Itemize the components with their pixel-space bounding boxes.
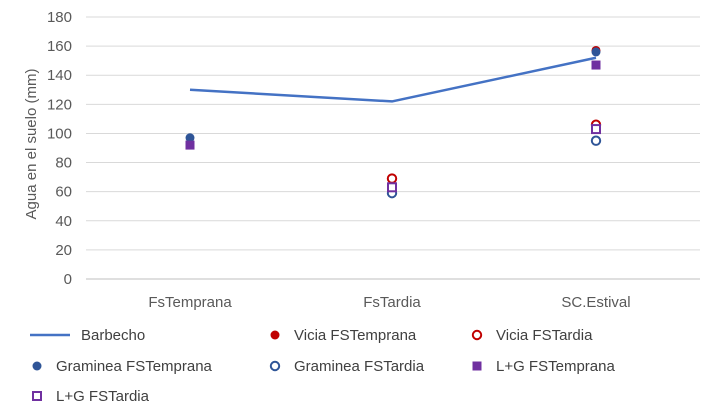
x-tick-label: FsTardia [363,294,421,311]
y-tick-label: 140 [47,67,72,84]
y-tick-label: 60 [55,184,72,201]
y-tick-label: 100 [47,125,72,142]
legend-marker-swatch [471,329,483,341]
data-point [590,135,602,146]
legend-item-vicia-fstemprana: Vicia FSTemprana [270,327,417,344]
y-axis-label: Agua en el suelo (mm) [23,69,40,220]
legend-item-l-g-fstardia: L+G FSTardia [32,388,150,405]
data-point [185,133,195,143]
y-tick-label: 120 [47,96,72,113]
series-l-g-fstemprana [185,60,601,150]
series-graminea-fstardia [386,135,602,199]
y-tick-label: 0 [64,271,72,288]
data-point [185,140,195,150]
x-axis-ticks: FsTemprana FsTardia SC.Estival [148,294,630,311]
legend-marker-swatch [32,361,42,371]
legend-item-vicia-fstardia: Vicia FSTardia [471,327,593,344]
series-graminea-fstemprana [185,47,601,143]
legend-label: L+G FSTardia [56,388,150,405]
series-vicia-fstardia [386,119,602,184]
y-tick-label: 20 [55,242,72,259]
y-tick-label: 180 [47,9,72,26]
series-l-g-fstardia [387,124,601,193]
legend-label: Vicia FSTardia [496,327,593,344]
x-tick-label: SC.Estival [561,294,630,311]
y-axis-ticks: 0 20 40 60 80 100 120 140 160 180 [47,9,72,288]
legend-label: Graminea FSTemprana [56,358,213,375]
legend-item-barbecho: Barbecho [30,327,145,344]
data-point [591,47,601,57]
series-layer [185,45,602,199]
legend-item-l-g-fstemprana: L+G FSTemprana [472,358,615,375]
legend-label: Graminea FSTardia [294,358,425,375]
y-tick-label: 40 [55,213,72,230]
legend-marker-swatch [32,391,42,401]
legend-marker-swatch [270,330,280,340]
data-point [591,60,601,70]
legend-label: Vicia FSTemprana [294,327,417,344]
series-line [189,56,597,103]
series-barbecho [189,56,597,103]
data-point [386,173,398,184]
legend-item-graminea-fstardia: Graminea FSTardia [269,358,425,375]
legend-marker-swatch [472,361,482,371]
data-point [387,182,397,193]
x-tick-label: FsTemprana [148,294,232,311]
y-tick-label: 160 [47,38,72,55]
y-tick-label: 80 [55,155,72,172]
legend-marker-swatch [269,360,281,372]
gridlines [86,16,700,280]
legend-label: Barbecho [81,327,145,344]
legend: Barbecho Vicia FSTemprana Vicia FSTardia Gr… [30,327,615,405]
legend-label: L+G FSTemprana [496,358,615,375]
legend-item-graminea-fstemprana: Graminea FSTemprana [32,358,213,375]
data-point [591,124,601,135]
